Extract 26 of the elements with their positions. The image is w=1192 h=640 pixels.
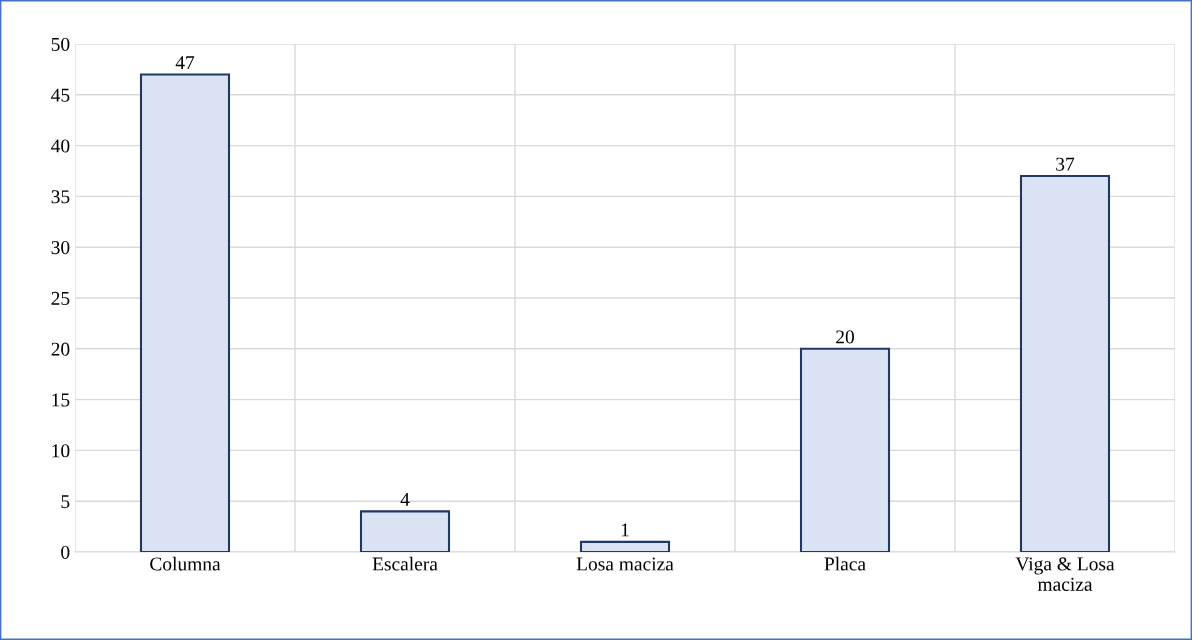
bar: [579, 540, 671, 552]
x-tick-label: Losa maciza: [576, 557, 674, 571]
data-label: 37: [1056, 157, 1075, 171]
y-tick-label: 35: [51, 190, 70, 204]
y-tick-label: 0: [61, 545, 70, 559]
bar: [139, 73, 231, 552]
y-tick-label: 25: [51, 291, 70, 305]
y-tick-label: 10: [52, 444, 70, 458]
y-tick-label: 40: [51, 139, 70, 153]
y-tick-label: 50: [51, 37, 70, 51]
x-tick-label: Columna: [150, 556, 221, 571]
data-label: 47: [175, 56, 195, 69]
bar: [1019, 175, 1111, 552]
y-tick-label: 45: [51, 88, 70, 102]
y-tick-label: 15: [52, 393, 70, 407]
bar: [799, 347, 891, 552]
y-tick-label: 30: [51, 241, 70, 255]
x-tick-label: Placa: [824, 556, 866, 571]
y-tick-label: 20: [51, 342, 70, 356]
data-label: 20: [836, 330, 854, 344]
bar: [359, 510, 451, 552]
x-tick-label: Escalera: [372, 556, 438, 571]
data-label: 1: [621, 523, 629, 537]
data-label: 4: [400, 493, 410, 506]
x-tick-label: Viga & Losa maciza: [1015, 557, 1115, 591]
y-tick-label: 5: [61, 495, 70, 509]
